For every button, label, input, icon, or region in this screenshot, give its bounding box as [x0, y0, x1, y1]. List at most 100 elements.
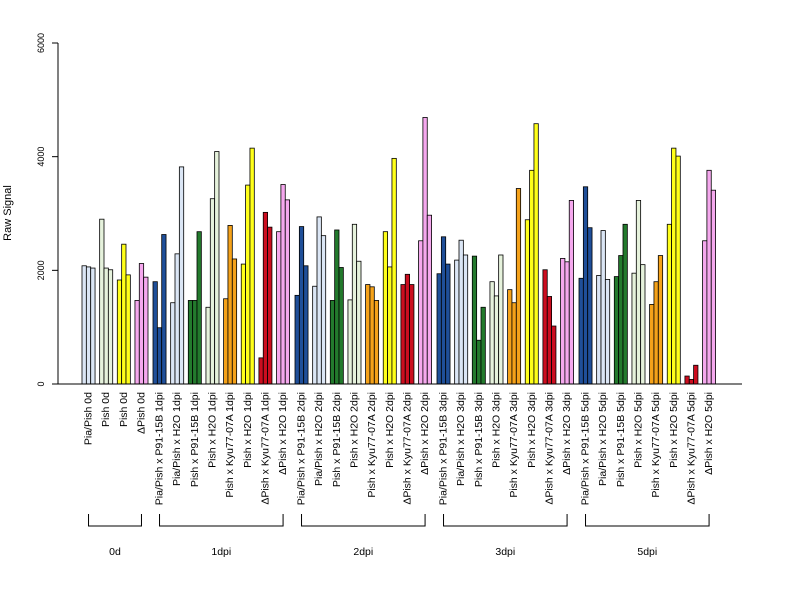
bar [596, 275, 602, 385]
y-axis: 0 2000 4000 6000 [36, 33, 59, 387]
bar [458, 239, 464, 385]
bar [267, 226, 273, 385]
bar [422, 117, 428, 385]
bar [582, 186, 589, 385]
bar [103, 267, 109, 385]
x-tick-label: Pish x Kyu77-07A 2dpi [366, 392, 378, 498]
bar [578, 277, 584, 385]
bar [258, 357, 264, 385]
bar [498, 254, 504, 385]
x-tick-label: ΔPish x H2O 1dpi [277, 392, 289, 475]
bar [85, 266, 92, 385]
x-tick-label: Pish x P91-15B 5dpi [615, 392, 627, 487]
bar [587, 227, 593, 385]
bar [334, 229, 340, 385]
bar [618, 255, 624, 385]
bar [116, 279, 123, 385]
bar [156, 327, 163, 385]
bar [81, 265, 87, 385]
x-tick-label: Pish x H2O 5dpi [668, 392, 680, 468]
bar [227, 225, 233, 385]
bar [214, 151, 220, 385]
bar [546, 296, 552, 385]
bar [152, 281, 158, 385]
bar [262, 211, 268, 385]
x-tick-label: Pia/Pish x P91-15B 3dpi [438, 392, 450, 505]
bar [373, 300, 380, 385]
x-tick-label: Pia/Pish x H2O 3dpi [455, 392, 467, 486]
bar [462, 254, 469, 385]
x-tick-label: Pish x H2O 3dpi [526, 392, 538, 468]
bar [196, 231, 202, 385]
x-tick-labels: Pia/Pish 0d Pish 0d Pish 0d ΔPish 0d Pia/Pis… [83, 392, 716, 505]
bar [329, 300, 336, 385]
bar [511, 302, 517, 385]
x-tick-label: Pish 0d [118, 392, 130, 427]
x-tick-label: Pish x P91-15B 1dpi [189, 392, 201, 487]
bar [533, 123, 539, 385]
bar [205, 306, 211, 385]
bar [471, 255, 478, 385]
bar [382, 231, 388, 385]
bar [178, 166, 185, 385]
bar [356, 260, 362, 385]
bar [312, 285, 318, 385]
bar [568, 200, 574, 385]
bars [81, 117, 716, 385]
group-label: 0d [109, 546, 121, 558]
bar [174, 253, 180, 385]
bar [400, 284, 406, 385]
x-tick-label: ΔPish x H2O 5dpi [703, 392, 715, 475]
bar [223, 298, 229, 385]
bar [231, 258, 238, 385]
x-tick-label: Pia/Pish x P91-15B 5dpi [580, 392, 592, 505]
bar [529, 169, 535, 385]
group-bracket [443, 514, 568, 527]
bar [170, 302, 176, 385]
bar [649, 304, 655, 385]
x-tick-label: Pia/Pish x H2O 2dpi [313, 392, 325, 486]
bar [125, 274, 131, 385]
bar [369, 286, 375, 385]
y-tick-label: 0 [36, 381, 46, 386]
group-label: 5dpi [637, 546, 657, 558]
bar [613, 276, 620, 385]
bar [294, 294, 300, 385]
x-tick-label: ΔPish x Kyu77-07A 3dpi [543, 392, 555, 505]
bar [320, 235, 327, 385]
bar [90, 267, 96, 385]
y-tick-label: 4000 [36, 147, 46, 167]
bar [702, 240, 708, 385]
bar [387, 266, 393, 385]
x-tick-label: Pish x H2O 1dpi [206, 392, 218, 468]
bar [631, 272, 637, 385]
bar [666, 223, 672, 385]
bar [351, 223, 358, 385]
x-tick-label: Pish x H2O 2dpi [348, 392, 360, 468]
bar [276, 231, 282, 385]
group-bracket [301, 514, 426, 527]
x-tick-label: ΔPish x Kyu77-07A 1dpi [259, 392, 271, 505]
y-tick-label: 2000 [36, 260, 46, 280]
y-axis-label: Raw Signal [2, 185, 14, 241]
bar [693, 364, 699, 385]
bar [249, 147, 255, 385]
bar [551, 325, 557, 385]
bar [657, 255, 664, 385]
bar [476, 339, 482, 385]
bar [436, 273, 442, 385]
bar [338, 267, 344, 385]
bar [440, 236, 447, 385]
x-tick-label: Pish x H2O 5dpi [632, 392, 644, 468]
bar [706, 169, 712, 385]
group-bracket [88, 514, 142, 527]
bar [107, 269, 114, 385]
x-tick-label: ΔPish x H2O 2dpi [419, 392, 431, 475]
bar [671, 147, 677, 385]
bar [426, 214, 432, 385]
bar [640, 264, 646, 385]
group-bracket [585, 514, 710, 527]
bar [684, 375, 690, 385]
x-tick-label: ΔPish 0d [135, 392, 147, 434]
